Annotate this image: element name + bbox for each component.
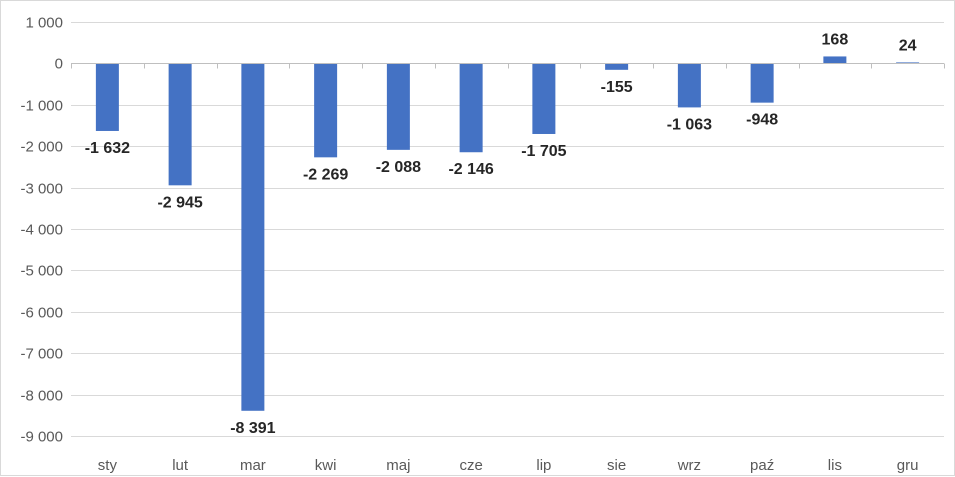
- x-tick-label: wrz: [677, 457, 701, 474]
- x-tick-label: lut: [172, 457, 189, 474]
- data-label-maj: -2 088: [376, 159, 421, 176]
- x-tick-label: lis: [828, 457, 842, 474]
- data-label-lip: -1 705: [521, 143, 566, 160]
- y-tick-label: -6 000: [20, 305, 63, 322]
- x-axis-ticks: sty lut mar kwi maj cze lip sie wrz paź lis gru: [98, 457, 919, 474]
- data-label-gru: 24: [899, 37, 917, 54]
- x-tick-label: paź: [750, 457, 774, 474]
- data-label-lut: -2 945: [157, 194, 202, 211]
- bar-wrz: [677, 63, 701, 108]
- bar-lis: [823, 56, 847, 64]
- data-label-sty: -1 632: [85, 140, 130, 157]
- bar-mar: [241, 63, 265, 411]
- y-tick-label: -1 000: [20, 98, 63, 115]
- bars: [95, 56, 920, 411]
- bar-sie: [605, 63, 629, 70]
- data-label-lis: 168: [822, 31, 849, 48]
- data-label-cze: -2 146: [448, 161, 493, 178]
- x-tick-label: sie: [607, 457, 626, 474]
- bar-sty: [95, 63, 119, 131]
- y-tick-label: -5 000: [20, 263, 63, 280]
- bar-lip: [532, 63, 556, 134]
- bar-kwi: [314, 63, 338, 158]
- y-tick-label: -3 000: [20, 181, 63, 198]
- y-tick-label: -4 000: [20, 222, 63, 239]
- data-label-wrz: -1 063: [667, 116, 712, 133]
- x-tick-label: cze: [459, 457, 482, 474]
- y-tick-label: 0: [55, 56, 63, 73]
- bar-lut: [168, 63, 192, 186]
- data-label-kwi: -2 269: [303, 166, 348, 183]
- x-axis: [71, 63, 945, 69]
- y-tick-label: -2 000: [20, 139, 63, 156]
- bar-cze: [459, 63, 483, 153]
- bar-gru: [896, 62, 920, 64]
- y-axis-ticks: 1 000 0 -1 000 -2 000 -3 000 -4 000 -5 000 -6 0…: [20, 15, 63, 446]
- bar-maj: [386, 63, 410, 150]
- x-tick-label: gru: [897, 457, 919, 474]
- data-label-mar: -8 391: [230, 420, 275, 437]
- data-label-paź: -948: [746, 112, 778, 129]
- x-tick-label: kwi: [315, 457, 337, 474]
- gridlines: [71, 22, 944, 437]
- bar-paź: [750, 63, 774, 103]
- y-tick-label: 1 000: [25, 15, 63, 32]
- x-tick-label: sty: [98, 457, 118, 474]
- y-tick-label: -7 000: [20, 346, 63, 363]
- y-tick-label: -9 000: [20, 429, 63, 446]
- x-tick-label: mar: [240, 457, 266, 474]
- x-tick-label: lip: [536, 457, 551, 474]
- y-tick-label: -8 000: [20, 388, 63, 405]
- x-tick-label: maj: [386, 457, 410, 474]
- data-labels: -1 632 -2 945 -8 391 -2 269 -2 088 -2 146 -1 7…: [85, 31, 917, 436]
- data-label-sie: -155: [601, 79, 633, 96]
